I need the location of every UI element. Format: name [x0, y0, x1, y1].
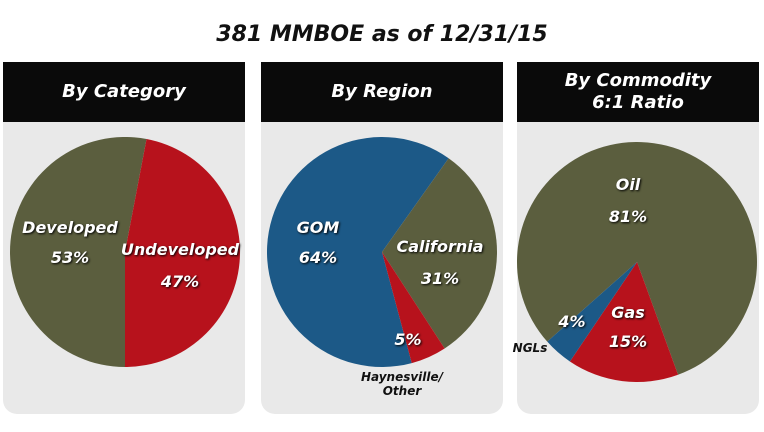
slice-name: Gas [611, 303, 645, 322]
slice-name: Oil [615, 175, 641, 194]
pie-slice [9, 137, 147, 367]
slice-value: 53% [50, 248, 90, 267]
slice-value: 15% [608, 332, 648, 351]
slice-value: 81% [608, 207, 648, 226]
slice-name: Haynesville/ Other [360, 370, 444, 398]
slice-name: GOM [296, 218, 340, 237]
pie-slice [547, 262, 637, 362]
page-title: 381 MMBOE as of 12/31/15 [216, 22, 548, 47]
pie-slice [569, 262, 679, 382]
slice-value: 47% [160, 272, 200, 291]
pie-slice [382, 252, 445, 364]
chart-title: By Commodity 6:1 Ratio [517, 62, 759, 122]
slice-value: 5% [394, 330, 422, 349]
pie-slice [267, 136, 449, 367]
slice-name: California [396, 237, 484, 256]
slice-name: Developed [22, 218, 118, 237]
pie-slice [517, 142, 758, 375]
chart-title: By Category [3, 62, 245, 122]
slice-name: NGLs [512, 341, 548, 355]
slice-value: 31% [420, 269, 460, 288]
slice-name: Undeveloped [120, 240, 240, 259]
slice-value: 4% [558, 312, 586, 331]
slice-value: 64% [298, 248, 338, 267]
chart-title: By Region [261, 62, 503, 122]
pie-slice [382, 158, 497, 349]
pie-slice [125, 139, 240, 367]
